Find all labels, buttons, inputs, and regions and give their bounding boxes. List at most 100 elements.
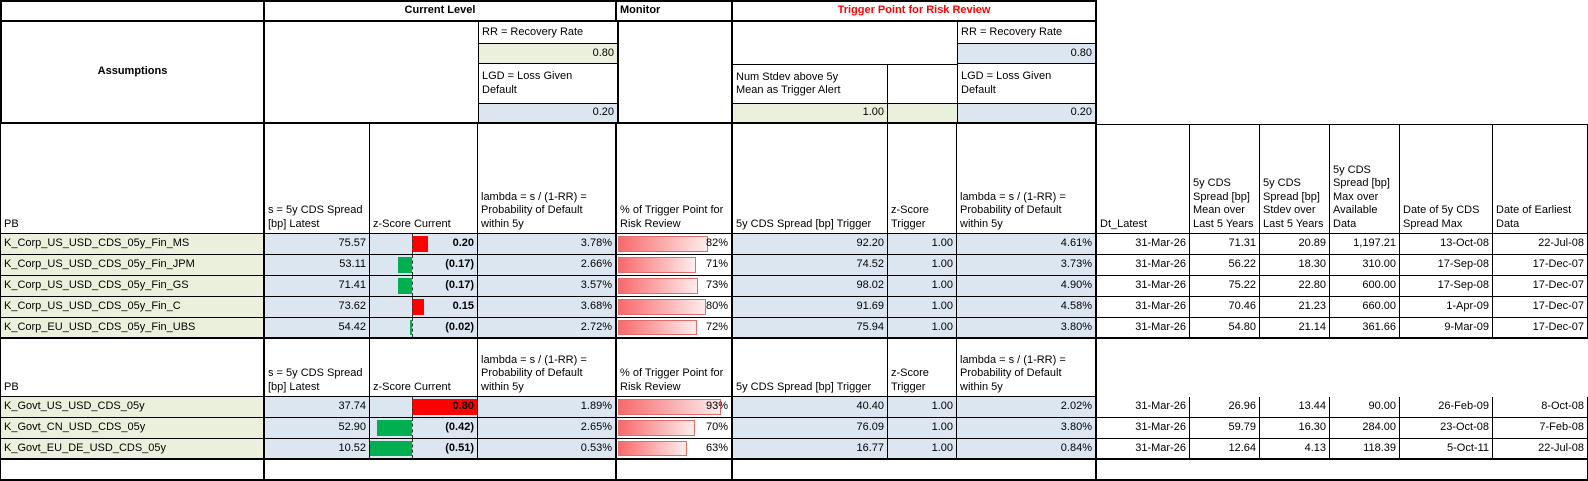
dt-latest-cell[interactable]: 31-Mar-26 bbox=[1097, 234, 1190, 255]
mean-5y-cell[interactable]: 59.79 bbox=[1190, 418, 1260, 439]
pct-trigger-cell[interactable]: 71% bbox=[617, 255, 733, 276]
mean-5y-cell[interactable]: 70.46 bbox=[1190, 297, 1260, 318]
stdev-5y-cell[interactable]: 16.30 bbox=[1260, 418, 1330, 439]
stdev-5y-cell[interactable]: 21.14 bbox=[1260, 318, 1330, 339]
zscore-current-cell[interactable]: 0.20 bbox=[370, 234, 478, 255]
max-cell[interactable]: 284.00 bbox=[1330, 418, 1400, 439]
lambda-cell[interactable]: 0.53% bbox=[478, 439, 617, 460]
row-name-cell[interactable]: K_Govt_US_USD_CDS_05y bbox=[0, 397, 265, 418]
pct-trigger-cell[interactable]: 93% bbox=[617, 397, 733, 418]
date-earliest-cell[interactable]: 7-Feb-08 bbox=[1493, 418, 1588, 439]
lgd-label-trigger-cell[interactable]: LGD = Loss Given Default bbox=[957, 64, 1097, 104]
lambda-trigger-cell[interactable]: 4.90% bbox=[957, 276, 1097, 297]
trigger-point-header[interactable]: Trigger Point for Risk Review bbox=[733, 0, 1097, 22]
zscore-trigger-cell[interactable]: 1.00 bbox=[888, 418, 957, 439]
zscore-current-cell[interactable]: (0.17) bbox=[370, 276, 478, 297]
mean-5y-cell[interactable]: 54.80 bbox=[1190, 318, 1260, 339]
rr-value-current-cell[interactable]: 0.80 bbox=[478, 44, 617, 64]
zscore-current-cell[interactable]: (0.02) bbox=[370, 318, 478, 339]
col-header-lambda-trigger[interactable]: lambda = s / (1-RR) = Probability of Def… bbox=[957, 124, 1097, 234]
mean-5y-cell[interactable]: 26.96 bbox=[1190, 397, 1260, 418]
spread-trigger-cell[interactable]: 40.40 bbox=[733, 397, 888, 418]
col-header2-pct-trigger[interactable]: % of Trigger Point for Risk Review bbox=[617, 339, 733, 397]
col-header-dt-latest[interactable]: Dt_Latest bbox=[1097, 124, 1190, 234]
col-header2-lambda[interactable]: lambda = s / (1-RR) = Probability of Def… bbox=[478, 339, 617, 397]
date-max-cell[interactable]: 9-Mar-09 bbox=[1400, 318, 1493, 339]
lambda-cell[interactable]: 1.89% bbox=[478, 397, 617, 418]
dt-latest-cell[interactable]: 31-Mar-26 bbox=[1097, 297, 1190, 318]
rr-value-trigger-cell[interactable]: 0.80 bbox=[957, 44, 1097, 64]
spread-latest-cell[interactable]: 75.57 bbox=[265, 234, 370, 255]
max-cell[interactable]: 118.39 bbox=[1330, 439, 1400, 460]
current-level-header[interactable]: Current Level bbox=[265, 0, 617, 22]
zscore-current-cell[interactable]: 0.15 bbox=[370, 297, 478, 318]
col-header-zscore-trigger[interactable]: z-Score Trigger bbox=[888, 124, 957, 234]
max-cell[interactable]: 90.00 bbox=[1330, 397, 1400, 418]
row-name-cell[interactable]: K_Govt_EU_DE_USD_CDS_05y bbox=[0, 439, 265, 460]
lambda-cell[interactable]: 2.72% bbox=[478, 318, 617, 339]
lgd-value-current-cell[interactable]: 0.20 bbox=[478, 104, 617, 124]
col-header2-zscore-trigger[interactable]: z-Score Trigger bbox=[888, 339, 957, 397]
row-name-cell[interactable]: K_Corp_US_USD_CDS_05y_Fin_JPM bbox=[0, 255, 265, 276]
stdev-side-empty-cell[interactable] bbox=[888, 64, 957, 104]
mean-5y-cell[interactable]: 12.64 bbox=[1190, 439, 1260, 460]
max-cell[interactable]: 660.00 bbox=[1330, 297, 1400, 318]
mean-5y-cell[interactable]: 75.22 bbox=[1190, 276, 1260, 297]
zscore-current-cell[interactable]: 0.80 bbox=[370, 397, 478, 418]
col-header-date-earliest[interactable]: Date of Earliest Data bbox=[1493, 124, 1588, 234]
date-earliest-cell[interactable]: 17-Dec-07 bbox=[1493, 276, 1588, 297]
lambda-cell[interactable]: 3.57% bbox=[478, 276, 617, 297]
zscore-trigger-cell[interactable]: 1.00 bbox=[888, 255, 957, 276]
stdev-5y-cell[interactable]: 20.89 bbox=[1260, 234, 1330, 255]
bottom-empty-cell[interactable] bbox=[0, 460, 265, 481]
zscore-trigger-cell[interactable]: 1.00 bbox=[888, 318, 957, 339]
zscore-trigger-cell[interactable]: 1.00 bbox=[888, 439, 957, 460]
stdev-5y-cell[interactable]: 13.44 bbox=[1260, 397, 1330, 418]
spread-trigger-cell[interactable]: 91.69 bbox=[733, 297, 888, 318]
stdev-5y-cell[interactable]: 4.13 bbox=[1260, 439, 1330, 460]
date-max-cell[interactable]: 26-Feb-09 bbox=[1400, 397, 1493, 418]
spread-latest-cell[interactable]: 37.74 bbox=[265, 397, 370, 418]
date-earliest-cell[interactable]: 17-Dec-07 bbox=[1493, 318, 1588, 339]
pct-trigger-cell[interactable]: 63% bbox=[617, 439, 733, 460]
col-header-spread-latest[interactable]: s = 5y CDS Spread [bp] Latest bbox=[265, 124, 370, 234]
spread-trigger-cell[interactable]: 98.02 bbox=[733, 276, 888, 297]
zscore-current-cell[interactable]: (0.42) bbox=[370, 418, 478, 439]
bottom-empty-cell[interactable] bbox=[617, 460, 733, 481]
date-max-cell[interactable]: 5-Oct-11 bbox=[1400, 439, 1493, 460]
spread-latest-cell[interactable]: 54.42 bbox=[265, 318, 370, 339]
col-header-zscore-current[interactable]: z-Score Current bbox=[370, 124, 478, 234]
spread-trigger-cell[interactable]: 75.94 bbox=[733, 318, 888, 339]
col-header-spread-trigger[interactable]: 5y CDS Spread [bp] Trigger bbox=[733, 124, 888, 234]
spread-trigger-cell[interactable]: 92.20 bbox=[733, 234, 888, 255]
zscore-trigger-cell[interactable]: 1.00 bbox=[888, 234, 957, 255]
bottom-empty-cell[interactable] bbox=[265, 460, 617, 481]
stdev-trigger-label-cell[interactable]: Num Stdev above 5y Mean as Trigger Alert bbox=[733, 64, 888, 104]
spread-latest-cell[interactable]: 10.52 bbox=[265, 439, 370, 460]
spread-trigger-cell[interactable]: 76.09 bbox=[733, 418, 888, 439]
pct-trigger-cell[interactable]: 80% bbox=[617, 297, 733, 318]
date-earliest-cell[interactable]: 17-Dec-07 bbox=[1493, 255, 1588, 276]
mean-5y-cell[interactable]: 71.31 bbox=[1190, 234, 1260, 255]
lambda-cell[interactable]: 3.68% bbox=[478, 297, 617, 318]
lambda-trigger-cell[interactable]: 4.58% bbox=[957, 297, 1097, 318]
col-header2-lambda-trigger[interactable]: lambda = s / (1-RR) = Probability of Def… bbox=[957, 339, 1097, 397]
date-max-cell[interactable]: 13-Oct-08 bbox=[1400, 234, 1493, 255]
col-header2-spread-trigger[interactable]: 5y CDS Spread [bp] Trigger bbox=[733, 339, 888, 397]
stdev-5y-cell[interactable]: 21.23 bbox=[1260, 297, 1330, 318]
pct-trigger-cell[interactable]: 72% bbox=[617, 318, 733, 339]
spread-trigger-cell[interactable]: 74.52 bbox=[733, 255, 888, 276]
rr-label-trigger-cell[interactable]: RR = Recovery Rate bbox=[957, 22, 1097, 44]
stdev-5y-cell[interactable]: 22.80 bbox=[1260, 276, 1330, 297]
lambda-trigger-cell[interactable]: 0.84% bbox=[957, 439, 1097, 460]
zscore-current-cell[interactable]: (0.51) bbox=[370, 439, 478, 460]
lambda-cell[interactable]: 2.66% bbox=[478, 255, 617, 276]
spread-latest-cell[interactable]: 53.11 bbox=[265, 255, 370, 276]
row-name-cell[interactable]: K_Corp_US_USD_CDS_05y_Fin_GS bbox=[0, 276, 265, 297]
zscore-trigger-cell[interactable]: 1.00 bbox=[888, 397, 957, 418]
lgd-label-current-cell[interactable]: LGD = Loss Given Default bbox=[478, 64, 617, 104]
zscore-trigger-cell[interactable]: 1.00 bbox=[888, 276, 957, 297]
dt-latest-cell[interactable]: 31-Mar-26 bbox=[1097, 418, 1190, 439]
dt-latest-cell[interactable]: 31-Mar-26 bbox=[1097, 276, 1190, 297]
max-cell[interactable]: 310.00 bbox=[1330, 255, 1400, 276]
